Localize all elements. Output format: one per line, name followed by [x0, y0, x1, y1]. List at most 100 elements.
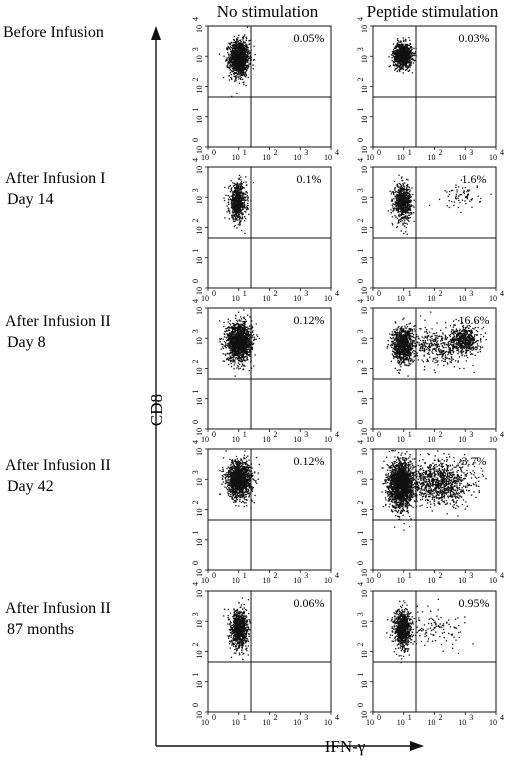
event-dot [402, 194, 405, 196]
event-dot [232, 61, 234, 64]
event-dot [237, 42, 240, 44]
event-dot [399, 65, 401, 67]
row-label: Day 8 [7, 334, 46, 351]
event-dot [403, 186, 406, 188]
event-dot [232, 55, 235, 58]
event-dot [228, 359, 230, 361]
event-dot [230, 356, 232, 358]
event-dot [241, 199, 243, 201]
event-dot [240, 70, 242, 72]
event-dot [401, 204, 404, 207]
event-dot [228, 53, 230, 55]
event-dot [397, 55, 399, 57]
x-tick-exponent: 4 [335, 289, 339, 298]
event-dot [407, 53, 409, 55]
event-dot [236, 65, 238, 68]
event-dot [233, 65, 235, 67]
event-dot [246, 65, 248, 67]
event-dot [228, 199, 230, 201]
event-dot [408, 70, 410, 72]
event-dot [231, 71, 234, 73]
event-dot [398, 57, 400, 59]
event-dot [397, 200, 399, 202]
event-dot [490, 193, 492, 195]
event-dot [239, 199, 241, 201]
event-dot [404, 59, 406, 61]
event-dot [403, 213, 405, 216]
event-dot [400, 177, 403, 179]
event-dot [232, 44, 234, 47]
event-dot [235, 201, 237, 203]
event-dot [408, 188, 410, 191]
event-dot [391, 222, 393, 225]
event-dot [392, 224, 394, 226]
event-dot [245, 353, 247, 355]
event-dot [231, 51, 233, 53]
event-dot [236, 49, 238, 52]
event-dot [397, 185, 399, 187]
event-dot [230, 46, 233, 49]
event-dot [242, 337, 244, 339]
event-dot [232, 201, 234, 204]
event-dot [397, 43, 399, 45]
event-dot [465, 195, 467, 198]
event-dot [233, 356, 235, 359]
event-dot [405, 62, 407, 64]
x-tick-exponent: 1 [243, 148, 247, 157]
event-dot [396, 194, 398, 196]
y-tick-exponent: 3 [356, 47, 365, 51]
event-dot [396, 53, 398, 56]
event-dot [400, 47, 402, 50]
event-dot [237, 311, 240, 313]
upper-right-percent: 0.1% [297, 172, 322, 186]
event-dot [396, 193, 398, 196]
event-dot [232, 48, 234, 50]
event-dot [240, 61, 243, 64]
event-dot [406, 55, 408, 57]
event-dot [392, 210, 394, 212]
event-dot [228, 342, 230, 344]
event-dot [242, 56, 244, 58]
event-dot [438, 198, 441, 201]
event-dot [239, 58, 241, 60]
event-dot [235, 215, 237, 217]
event-dot [240, 47, 243, 49]
event-dot [409, 47, 411, 49]
event-dot [241, 212, 243, 214]
event-dot [400, 186, 403, 188]
y-tick-label: 10 [195, 166, 204, 174]
event-dot [403, 198, 405, 200]
event-dot [241, 52, 243, 54]
event-dot [242, 197, 244, 199]
event-dot [389, 65, 392, 67]
event-dot [396, 56, 399, 58]
event-dot [399, 196, 402, 198]
event-dot [395, 45, 397, 48]
event-dot [235, 59, 237, 61]
event-dot [236, 53, 239, 55]
event-dot [248, 63, 250, 65]
event-dot [399, 201, 401, 203]
event-dot [240, 323, 242, 325]
event-dot [236, 183, 238, 185]
event-dot [246, 205, 248, 207]
event-dot [408, 48, 410, 50]
column-title: No stimulation [217, 2, 319, 21]
y-tick-exponent: 4 [191, 17, 200, 21]
event-dot [479, 200, 481, 203]
event-dot [234, 50, 236, 52]
event-dot [390, 212, 392, 214]
event-dot [411, 51, 414, 54]
event-dot [232, 211, 234, 213]
event-dot [396, 196, 398, 198]
event-dot [238, 212, 240, 214]
event-dot [459, 201, 461, 204]
event-dot [239, 41, 242, 43]
event-dot [393, 52, 395, 54]
event-dot [407, 211, 409, 214]
event-dot [401, 212, 403, 214]
event-dot [232, 55, 234, 57]
event-dot [236, 65, 238, 67]
event-dot [244, 34, 246, 36]
event-dot [247, 59, 249, 61]
